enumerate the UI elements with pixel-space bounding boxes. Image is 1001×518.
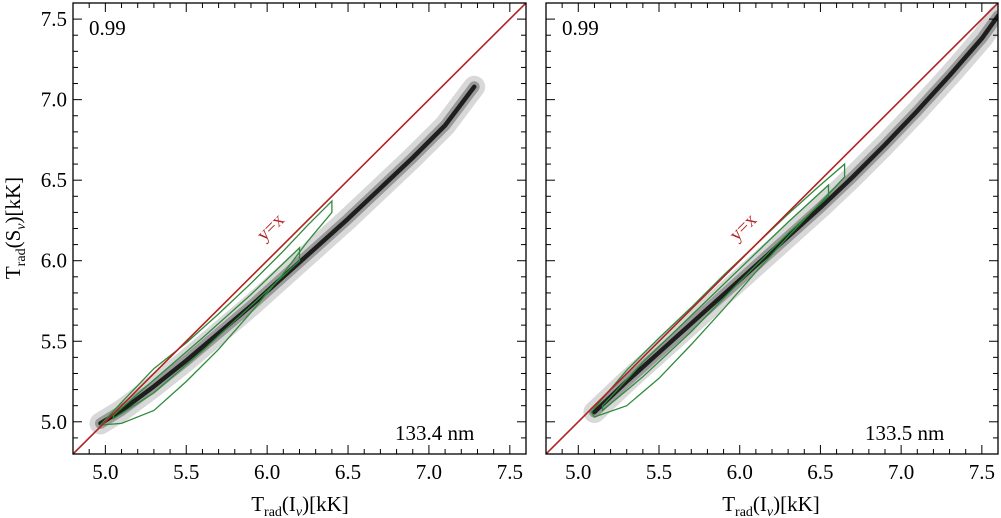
panel-right-frame (545, 2, 999, 455)
panel-right-contour-inner (601, 183, 830, 412)
panel-right: y=x 5.0 5.5 6.0 6.5 7.0 7.5 0.99 133.5 nm Trad… (545, 2, 999, 518)
panel-left-y-tick-label: 7.0 (41, 88, 67, 112)
panel-right-x-tick-label: 5.0 (565, 460, 591, 484)
panel-left: y=x5.0 5.5 6.0 6.5 7.0 7.55.05.56.06.57.07.5 … (41, 2, 527, 518)
panel-left-x-tick-label: 6.5 (335, 460, 361, 484)
panel-left-x-axis-title: Trad(Iν)[kK] (251, 492, 349, 518)
panel-left-correlation: 0.99 (89, 16, 126, 40)
panel-right-x-tick-label: 6.5 (807, 460, 833, 484)
panel-right-x-tick-label: 5.5 (646, 460, 672, 484)
panel-right-x-axis-title: Trad(Iν)[kK] (722, 492, 820, 518)
panel-left-frame (72, 2, 527, 455)
panel-right-x-tick-label: 7.5 (969, 460, 995, 484)
panel-left-density-ridge (98, 84, 477, 426)
panel-left-y-tick-label: 7.5 (41, 7, 67, 31)
panel-left-contour-inner (112, 246, 301, 420)
panel-right-contour-outer (590, 162, 846, 418)
panel-left-density-halo (89, 75, 486, 435)
panel-left-y-tick-label: 5.5 (41, 329, 67, 353)
panel-left-x-tick-label: 5.0 (92, 460, 118, 484)
panel-left-y-tick-label: 5.0 (41, 410, 67, 434)
panel-left-x-tick-label: 7.5 (497, 460, 523, 484)
panel-left-x-tick-label: 7.0 (416, 460, 442, 484)
panel-right-density-ridge (592, 13, 998, 415)
panel-left-x-tick-label: 5.5 (173, 460, 199, 484)
panel-right-correlation: 0.99 (562, 16, 599, 40)
panel-left-y-tick-label: 6.5 (41, 168, 67, 192)
panel-right-identity-label: y=x (725, 209, 761, 245)
panel-left-x-tick-label: 6.0 (254, 460, 280, 484)
panel-right-wavelength: 133.5 nm (865, 421, 944, 445)
y-axis-title: Trad(Sν)[kK] (1, 177, 29, 279)
panel-left-identity-line (73, 3, 526, 454)
panel-right-x-tick-label: 6.0 (727, 460, 753, 484)
panel-right-x-tick-label: 7.0 (888, 460, 914, 484)
panel-right-identity-line (546, 3, 998, 454)
panel-left-identity-label: y=x (253, 209, 289, 245)
panel-left-wavelength: 133.4 nm (395, 421, 474, 445)
panel-left-y-tick-label: 6.0 (41, 249, 67, 273)
